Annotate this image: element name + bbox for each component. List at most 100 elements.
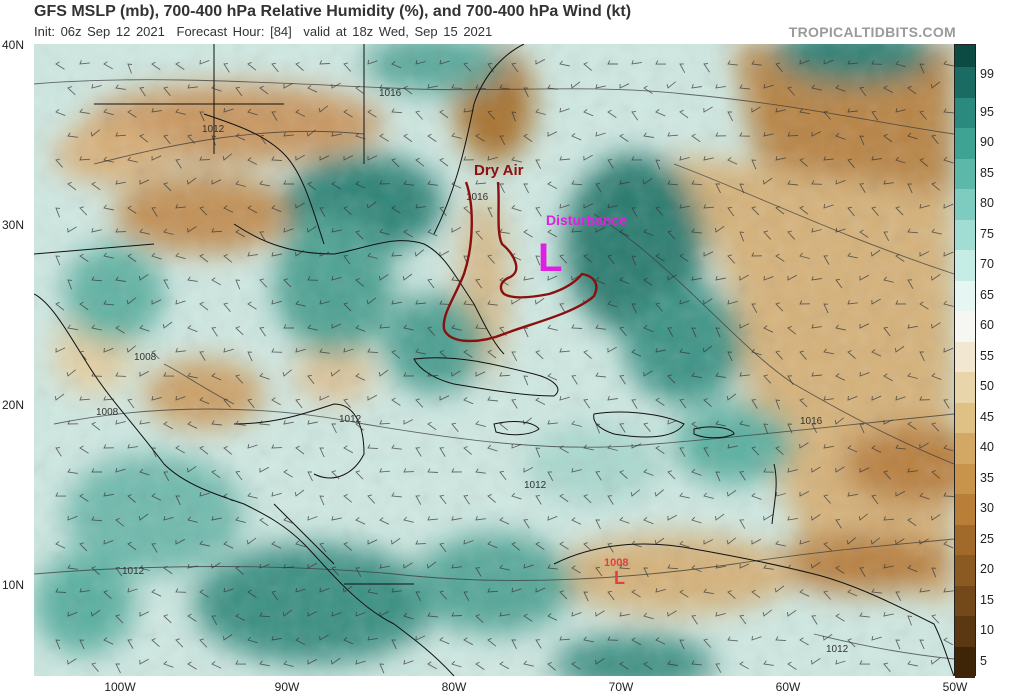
wind-barb	[127, 541, 137, 551]
wind-barb	[367, 155, 378, 161]
wind-barb	[595, 132, 606, 137]
wind-barb	[259, 563, 270, 569]
wind-barb	[751, 538, 762, 545]
wind-barb	[115, 228, 127, 233]
wind-barb	[475, 84, 487, 90]
wind-barb	[559, 493, 569, 503]
wind-barb	[391, 444, 402, 450]
colorbar-segment	[955, 189, 975, 220]
wind-barb	[835, 179, 846, 185]
wind-barb	[883, 662, 891, 672]
wind-barb	[246, 537, 257, 545]
wind-barb	[391, 205, 401, 214]
weather-map: 1016 1012 1016 1008 1008 1012 1012 1016 …	[34, 44, 954, 676]
wind-barb	[595, 183, 602, 193]
wind-barb	[247, 108, 258, 116]
wind-barb	[535, 495, 542, 505]
wind-barb	[930, 657, 941, 665]
wind-barb	[463, 539, 474, 545]
wind-barb	[91, 324, 102, 331]
wind-barb	[487, 300, 498, 306]
wind-barb	[811, 276, 822, 281]
wind-barb	[139, 658, 149, 665]
wind-barb	[810, 561, 821, 569]
wind-barb	[139, 87, 146, 97]
wind-barb	[870, 249, 881, 257]
wind-barb	[619, 180, 630, 185]
wind-barb	[715, 84, 726, 89]
wind-barb	[427, 278, 435, 289]
wind-barb	[199, 206, 208, 216]
wind-barb	[702, 345, 713, 353]
wind-barb	[271, 348, 283, 353]
wind-barb	[499, 135, 506, 145]
wind-barb	[931, 322, 941, 329]
wind-barb	[739, 661, 749, 670]
wind-barb	[847, 206, 855, 217]
wind-barb	[570, 81, 581, 89]
wind-barb	[379, 84, 391, 90]
wind-barb	[127, 253, 137, 263]
wind-barb	[115, 276, 126, 282]
wind-barb	[66, 369, 76, 377]
wind-barb	[739, 614, 747, 625]
wind-barb	[451, 84, 463, 89]
wind-barb	[403, 612, 414, 620]
lon-label-60w: 60W	[775, 680, 801, 694]
wind-barb	[175, 252, 186, 260]
wind-barb	[703, 106, 713, 113]
wind-barb	[259, 180, 270, 187]
wind-barb	[151, 207, 158, 217]
wind-barb	[115, 132, 127, 137]
wind-barb	[559, 303, 566, 313]
wind-barb	[907, 228, 919, 234]
wind-barb	[187, 421, 198, 429]
wind-barb	[822, 633, 833, 641]
wind-barb	[535, 397, 546, 405]
colorbar-segment	[955, 646, 975, 678]
wind-barb	[367, 348, 379, 354]
wind-barb	[883, 563, 894, 569]
wind-barb	[559, 541, 569, 550]
wind-barb	[403, 229, 413, 238]
wind-barb	[823, 590, 831, 600]
wind-barb	[667, 419, 678, 425]
wind-barb	[391, 349, 401, 359]
wind-barb	[151, 543, 158, 553]
wind-barb	[739, 563, 750, 569]
wind-barb	[919, 351, 925, 362]
wind-barb	[415, 540, 427, 545]
wind-barb	[523, 375, 529, 386]
wind-barb	[103, 108, 114, 116]
wind-barb	[523, 660, 534, 667]
wind-barb	[79, 350, 87, 361]
wind-barb	[139, 179, 150, 185]
wind-barb	[715, 275, 726, 281]
wind-barb	[571, 133, 582, 141]
wind-barb	[895, 490, 906, 497]
wind-barb	[235, 566, 244, 575]
wind-barb	[127, 398, 135, 409]
wind-barb	[343, 493, 353, 503]
wind-barb	[439, 350, 448, 359]
wind-barb	[859, 274, 870, 281]
wind-barb	[871, 588, 882, 594]
wind-barb	[811, 324, 822, 329]
wind-barb	[403, 133, 413, 143]
wind-barb	[739, 84, 750, 90]
wind-barb	[691, 660, 703, 666]
wind-barb	[295, 348, 306, 353]
wind-barb	[799, 108, 810, 115]
wind-barb	[283, 660, 294, 668]
wind-barb	[703, 251, 714, 257]
wind-barb	[762, 609, 773, 617]
wind-barb	[367, 588, 378, 595]
wind-barb	[775, 107, 786, 113]
wind-barb	[859, 323, 870, 329]
wind-barb	[151, 252, 162, 260]
wind-barb	[943, 251, 954, 257]
wind-barb	[487, 493, 496, 503]
wind-barb	[139, 611, 150, 617]
wind-barb	[739, 372, 750, 377]
wind-barb	[439, 637, 450, 645]
